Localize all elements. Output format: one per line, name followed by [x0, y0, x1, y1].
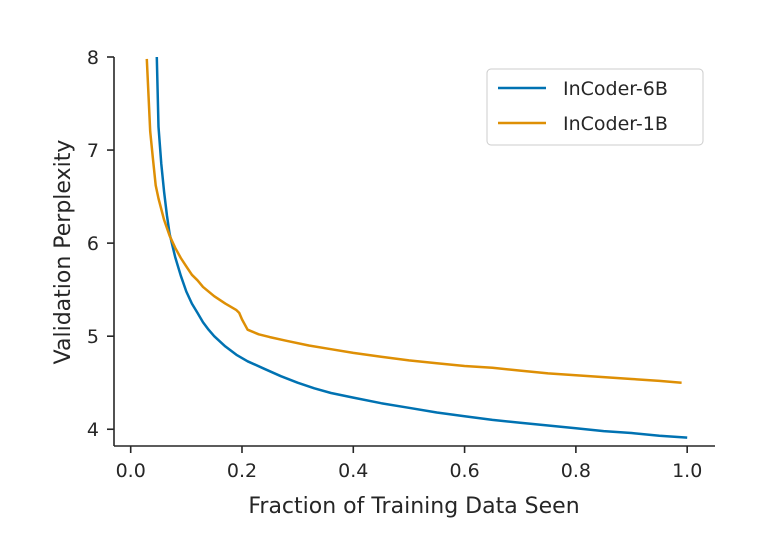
y-tick-label: 4	[87, 419, 99, 441]
series-line-incoder-1b	[145, 58, 682, 384]
x-tick-label: 0.8	[561, 460, 591, 482]
series-line-incoder-6b	[155, 56, 688, 439]
legend-label-incoder-1b: InCoder-1B	[563, 113, 668, 135]
y-tick-label: 7	[87, 140, 99, 162]
series-lines	[145, 56, 688, 439]
y-axis-label: Validation Perplexity	[51, 140, 76, 365]
x-tick-label: 1.0	[672, 460, 702, 482]
y-tick-label: 5	[87, 326, 99, 348]
y-tick-label: 8	[87, 47, 99, 69]
legend-label-incoder-6b: InCoder-6B	[563, 78, 668, 100]
x-tick-label: 0.4	[338, 460, 368, 482]
x-axis-label: Fraction of Training Data Seen	[248, 494, 579, 519]
x-tick-label: 0.0	[116, 460, 146, 482]
y-tick-label: 6	[87, 233, 99, 255]
y-ticks: 4 5 6 7 8	[87, 47, 114, 441]
x-tick-label: 0.6	[449, 460, 479, 482]
x-ticks: 0.0 0.2 0.4 0.6 0.8 1.0	[116, 446, 702, 482]
x-tick-label: 0.2	[227, 460, 257, 482]
legend: InCoder-6B InCoder-1B	[486, 68, 704, 146]
